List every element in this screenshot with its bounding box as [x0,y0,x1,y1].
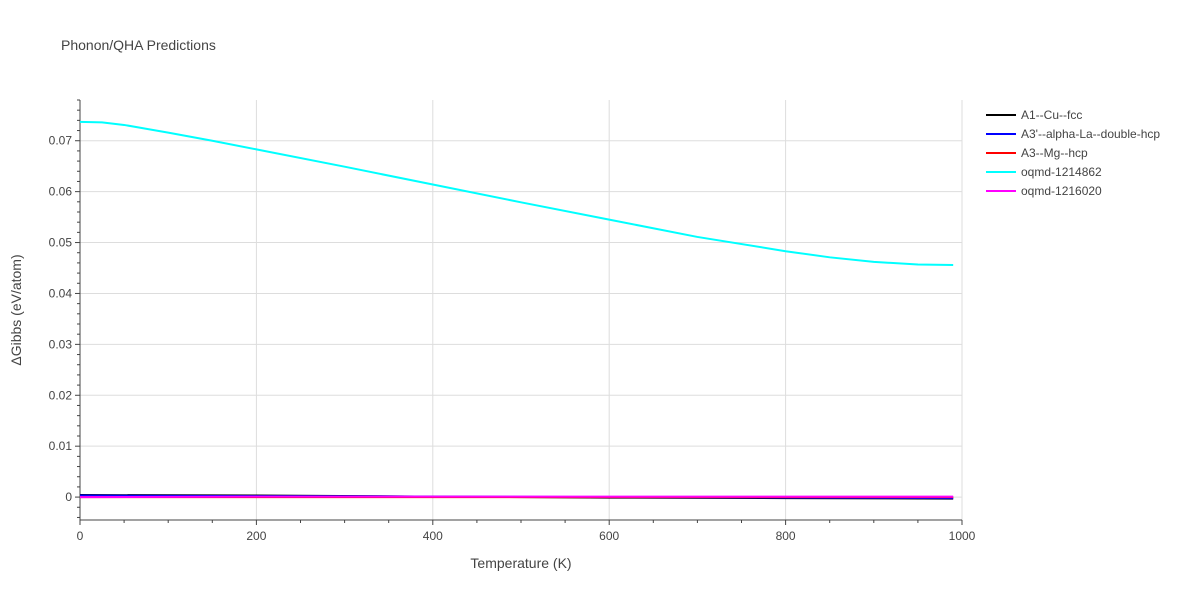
chart-title: Phonon/QHA Predictions [61,37,216,53]
y-tick-label: 0.04 [49,286,73,300]
legend-item-label[interactable]: oqmd-1216020 [1021,184,1102,198]
legend-item-label[interactable]: oqmd-1214862 [1021,165,1102,179]
axes: 0 200 400 600 800 1000 0 0.01 0.02 0.03 0.04 0.05 0.… [49,99,976,543]
series-line-4 [79,120,954,266]
y-tick-label: 0.01 [49,439,73,453]
y-axis-title: ΔGibbs (eV/atom) [8,254,24,365]
x-tick-label: 1000 [949,529,976,543]
x-tick-label: 200 [246,529,266,543]
series-lines [79,120,954,500]
y-tick-label: 0.05 [49,236,73,250]
y-tick-label: 0.02 [49,388,73,402]
legend-item-label[interactable]: A3'--alpha-La--double-hcp [1021,127,1160,141]
legend: A1--Cu--fcc A3'--alpha-La--double-hcp A3--… [986,108,1160,198]
x-tick-label: 400 [423,529,443,543]
y-tick-label: 0.07 [49,134,73,148]
y-tick-label: 0 [65,490,72,504]
x-tick-label: 800 [776,529,796,543]
series-line-5 [79,495,954,499]
y-tick-label: 0.03 [49,337,73,351]
y-tick-label: 0.06 [49,185,73,199]
x-tick-label: 0 [77,529,84,543]
legend-item-label[interactable]: A1--Cu--fcc [1021,108,1082,122]
legend-item-label[interactable]: A3--Mg--hcp [1021,146,1088,160]
gridlines [80,100,963,520]
x-tick-label: 600 [599,529,619,543]
x-axis-title: Temperature (K) [470,555,571,571]
